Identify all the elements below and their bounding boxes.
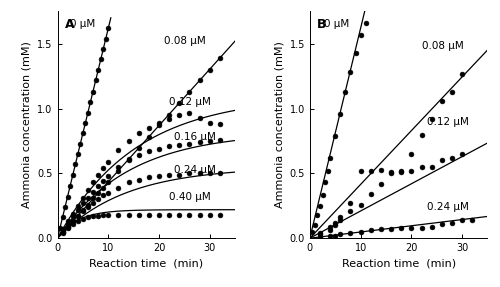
Text: 0 μM: 0 μM: [324, 20, 349, 30]
Text: 0.40 μM: 0.40 μM: [169, 192, 211, 202]
Text: 0.12 μM: 0.12 μM: [426, 117, 469, 127]
Text: 0.24 μM: 0.24 μM: [426, 202, 469, 212]
Text: 0.24 μM: 0.24 μM: [174, 164, 216, 174]
Y-axis label: Ammonia concentration (mM): Ammonia concentration (mM): [22, 41, 32, 208]
Text: 0.08 μM: 0.08 μM: [164, 36, 206, 46]
Text: 0.16 μM: 0.16 μM: [174, 132, 216, 142]
Text: B: B: [317, 18, 326, 31]
Y-axis label: Ammonia concentration (mM): Ammonia concentration (mM): [274, 41, 284, 208]
X-axis label: Reaction time  (min): Reaction time (min): [90, 259, 204, 269]
Text: 0 μM: 0 μM: [70, 20, 96, 30]
Text: 0.08 μM: 0.08 μM: [422, 41, 464, 51]
Text: 0.12 μM: 0.12 μM: [169, 97, 211, 107]
Text: A: A: [64, 18, 74, 31]
X-axis label: Reaction time  (min): Reaction time (min): [342, 259, 456, 269]
